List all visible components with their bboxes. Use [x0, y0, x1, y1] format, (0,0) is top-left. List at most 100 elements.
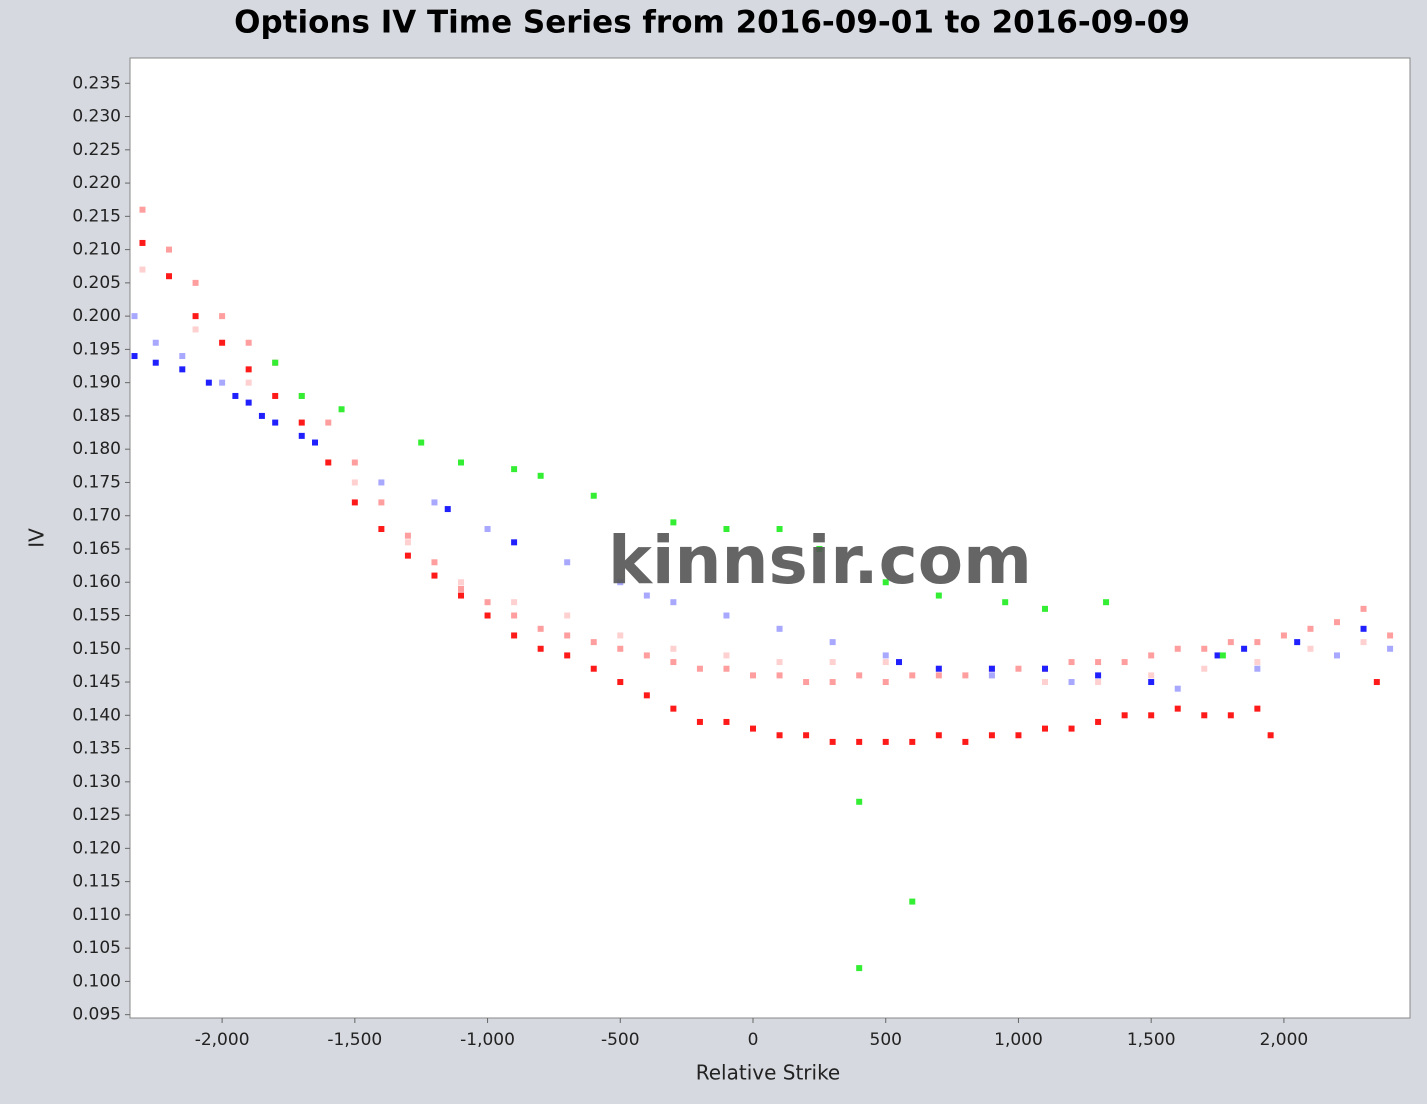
point	[1387, 645, 1394, 652]
point	[245, 366, 252, 373]
point	[1103, 599, 1110, 606]
point	[909, 898, 916, 905]
point	[1174, 705, 1181, 712]
point	[511, 612, 518, 619]
point	[696, 718, 703, 725]
y-tick-label: 0.225	[72, 140, 121, 160]
x-tick-label: 1,000	[994, 1030, 1043, 1050]
point	[484, 612, 491, 619]
point	[219, 379, 226, 386]
point	[325, 459, 332, 466]
point	[1148, 679, 1155, 686]
y-tick-label: 0.195	[72, 339, 121, 359]
point	[935, 592, 942, 599]
point	[643, 652, 650, 659]
point	[351, 479, 358, 486]
point	[882, 679, 889, 686]
point	[1095, 659, 1102, 666]
point	[458, 459, 465, 466]
y-tick-label: 0.185	[72, 406, 121, 426]
point	[458, 579, 465, 586]
point	[590, 492, 597, 499]
point	[617, 632, 624, 639]
y-tick-label: 0.180	[72, 439, 121, 459]
point	[1068, 679, 1075, 686]
point	[564, 612, 571, 619]
point	[723, 665, 730, 672]
point	[1334, 619, 1341, 626]
point	[511, 599, 518, 606]
point	[988, 665, 995, 672]
point	[935, 672, 942, 679]
point	[670, 519, 677, 526]
point	[537, 472, 544, 479]
point	[723, 612, 730, 619]
point	[909, 738, 916, 745]
point	[1254, 639, 1261, 646]
point	[723, 718, 730, 725]
point	[166, 246, 173, 253]
point	[219, 313, 226, 320]
y-tick-label: 0.200	[72, 306, 121, 326]
point	[909, 672, 916, 679]
point	[896, 659, 903, 666]
y-tick-label: 0.170	[72, 506, 121, 526]
point	[829, 679, 836, 686]
point	[1121, 712, 1128, 719]
point	[776, 526, 783, 533]
point	[829, 639, 836, 646]
point	[882, 652, 889, 659]
y-tick-label: 0.125	[72, 805, 121, 825]
point	[1068, 659, 1075, 666]
point	[776, 625, 783, 632]
point	[882, 738, 889, 745]
point	[1095, 679, 1102, 686]
point	[1148, 712, 1155, 719]
point	[962, 672, 969, 679]
point	[511, 466, 518, 473]
point	[1095, 718, 1102, 725]
point	[1280, 632, 1287, 639]
point	[1227, 712, 1234, 719]
y-tick-label: 0.105	[72, 938, 121, 958]
point	[590, 639, 597, 646]
y-tick-label: 0.230	[72, 107, 121, 127]
point	[816, 545, 823, 552]
point	[139, 206, 146, 213]
y-tick-label: 0.205	[72, 273, 121, 293]
x-tick-label: 2,000	[1260, 1030, 1309, 1050]
x-tick-label: -1,500	[327, 1030, 382, 1050]
x-axis-label: Relative Strike	[696, 1061, 841, 1085]
point	[458, 592, 465, 599]
point	[272, 359, 279, 366]
point	[404, 539, 411, 546]
point	[803, 679, 810, 686]
point	[312, 439, 319, 446]
point	[152, 339, 159, 346]
point	[1307, 625, 1314, 632]
point	[643, 692, 650, 699]
point	[1068, 725, 1075, 732]
x-tick-label: -2,000	[195, 1030, 250, 1050]
point	[1294, 639, 1301, 646]
point	[962, 738, 969, 745]
point	[829, 659, 836, 666]
point	[1042, 725, 1049, 732]
y-tick-label: 0.130	[72, 772, 121, 792]
point	[723, 526, 730, 533]
watermark: kinnsir.com	[608, 522, 1032, 599]
point	[1254, 665, 1261, 672]
point	[1307, 645, 1314, 652]
point	[1373, 679, 1380, 686]
point	[351, 459, 358, 466]
point	[590, 665, 597, 672]
point	[404, 552, 411, 559]
point	[139, 266, 146, 273]
point	[776, 659, 783, 666]
point	[1227, 639, 1234, 646]
plot-area	[129, 57, 1411, 1019]
point	[351, 499, 358, 506]
point	[404, 532, 411, 539]
point	[1121, 659, 1128, 666]
